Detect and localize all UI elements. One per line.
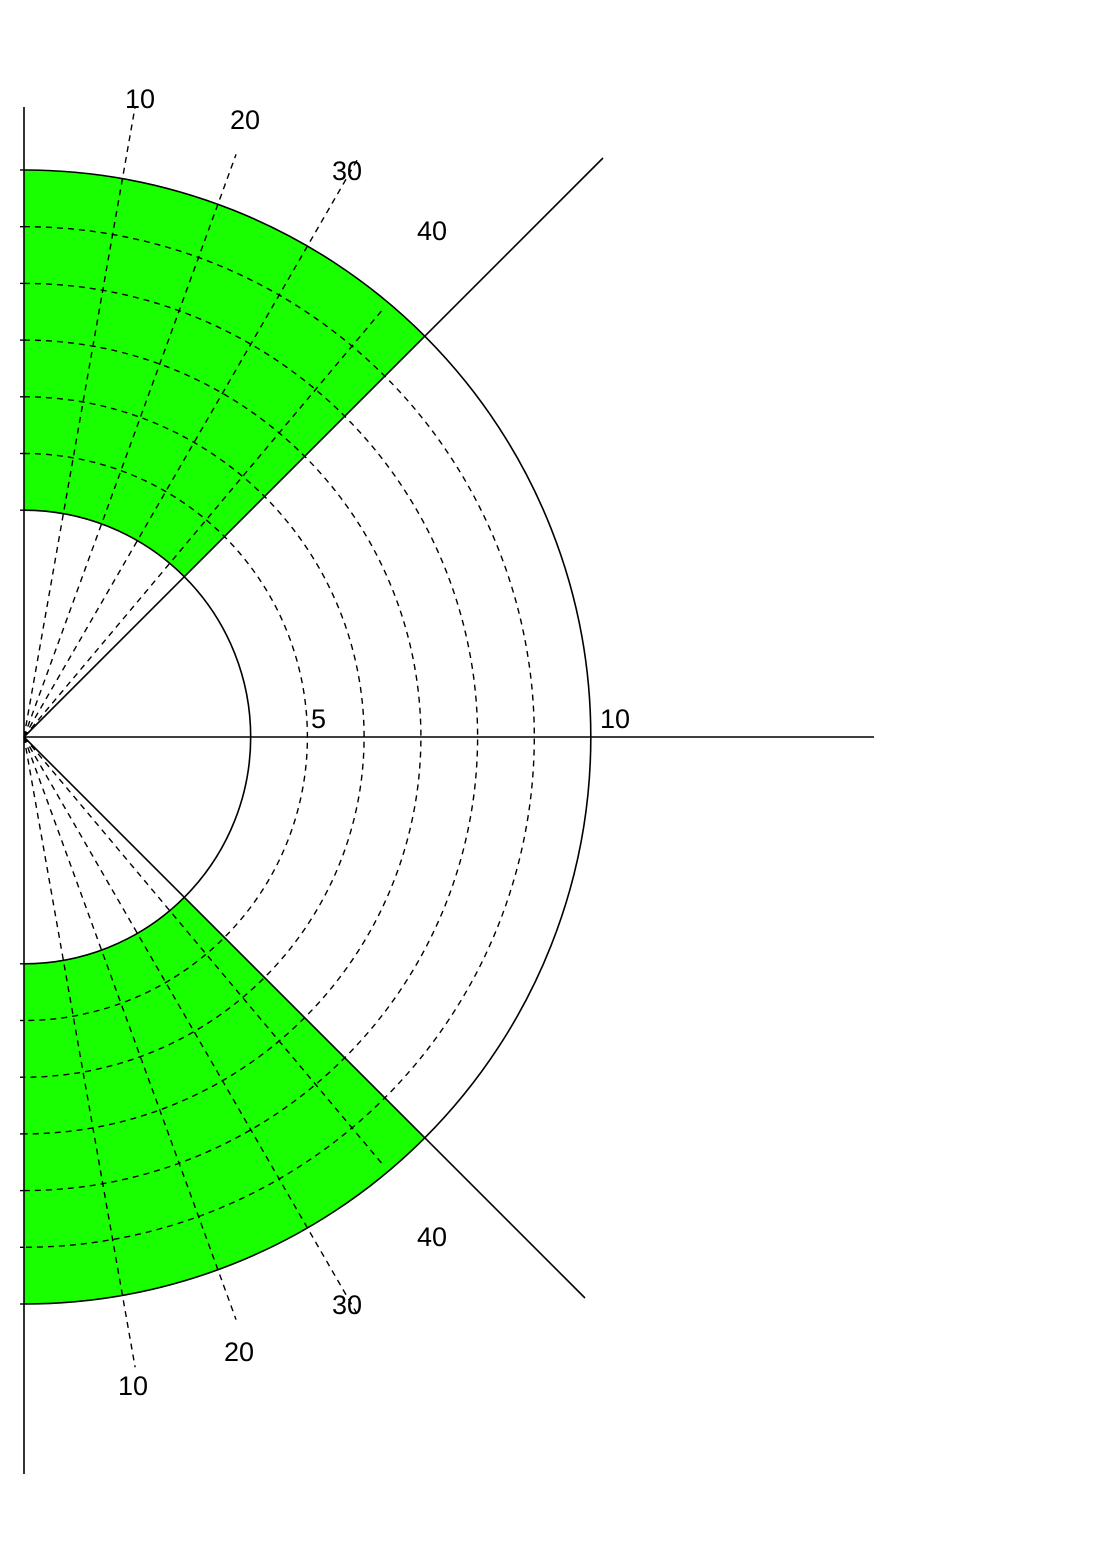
bottom-angle-label-10: 10 <box>118 1371 148 1401</box>
lower-sector-boundary-line <box>23 736 586 1299</box>
top-angle-label-40: 40 <box>417 216 447 246</box>
upper-shaded-sector <box>24 170 425 577</box>
upper-dashed-ray-40 <box>23 307 385 738</box>
lower-dashed-ray-40 <box>23 736 385 1167</box>
radius-label-10: 10 <box>600 704 630 734</box>
upper-dashed-ray-30 <box>23 156 360 738</box>
dashed-angle-rays <box>23 106 385 1368</box>
lower-dashed-ray-10 <box>23 736 136 1368</box>
lower-shaded-sector <box>24 897 425 1304</box>
vertical-axis-ticks <box>20 169 24 1305</box>
lower-dashed-ray-20 <box>23 736 237 1320</box>
top-angle-label-10: 10 <box>125 84 155 114</box>
bottom-angle-label-20: 20 <box>224 1337 254 1367</box>
dashed-arc-r7 <box>23 339 422 1135</box>
top-angle-label-20: 20 <box>230 105 260 135</box>
bottom-angle-label-30: 30 <box>332 1290 362 1320</box>
dashed-arc-r9 <box>23 226 535 1248</box>
radius-label-5: 5 <box>311 704 326 734</box>
dashed-arc-r6 <box>23 396 365 1078</box>
top-angle-label-30: 30 <box>332 156 362 186</box>
lower-dashed-ray-30 <box>23 736 360 1318</box>
upper-dashed-ray-10 <box>23 106 136 738</box>
bottom-angle-label-40: 40 <box>417 1222 447 1252</box>
upper-dashed-ray-20 <box>23 154 237 738</box>
upper-sector-boundary-line <box>23 157 604 738</box>
dashed-arc-r8 <box>23 282 479 1192</box>
